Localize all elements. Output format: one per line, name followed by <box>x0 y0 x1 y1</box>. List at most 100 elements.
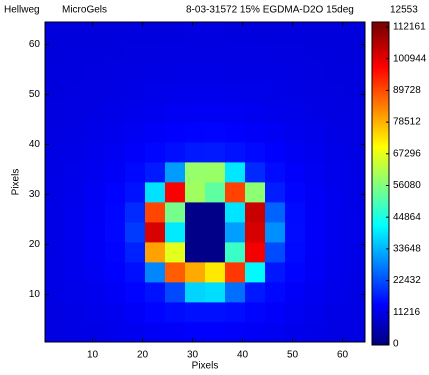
heatmap-cell <box>105 262 126 283</box>
colorbar-strip <box>372 113 389 115</box>
heatmap-cell <box>325 22 346 43</box>
colorbar-strip <box>372 148 389 150</box>
colorbar-strip <box>372 305 389 307</box>
colorbar-strip <box>372 307 389 309</box>
colorbar-strip <box>372 41 389 43</box>
colorbar-strip <box>372 287 389 289</box>
colorbar-strip <box>372 216 389 218</box>
colorbar-strip <box>372 212 389 214</box>
heatmap-cell <box>125 142 146 163</box>
colorbar-strip <box>372 136 389 138</box>
heatmap-cell <box>105 82 126 103</box>
colorbar-strip <box>372 317 389 319</box>
heatmap-cell <box>265 262 286 283</box>
colorbar-strip <box>372 231 389 233</box>
heatmap-cell <box>85 262 106 283</box>
heatmap-cell <box>245 22 266 43</box>
colorbar-strip <box>372 328 389 330</box>
heatmap-cell <box>245 262 266 283</box>
heatmap-cell <box>225 302 246 323</box>
heatmap-cell <box>65 102 86 123</box>
heatmap-cell <box>45 162 66 183</box>
header-run: 8-03-31572 15% EGDMA-D2O 15deg <box>186 5 354 16</box>
colorbar-strip <box>372 42 389 44</box>
heatmap-cell <box>285 322 306 343</box>
heatmap-cell <box>285 202 306 223</box>
colorbar-strip <box>372 39 389 41</box>
colorbar-strip <box>372 81 389 83</box>
heatmap-cell <box>285 122 306 143</box>
heatmap-cell <box>65 62 86 83</box>
colorbar-strip <box>372 124 389 126</box>
colorbar-strip <box>372 334 389 336</box>
colorbar-strip <box>372 53 389 55</box>
heatmap-cell <box>345 302 366 323</box>
colorbar-strip <box>372 259 389 261</box>
header-sample: MicroGels <box>62 5 107 16</box>
heatmap-cell <box>305 322 326 343</box>
heatmap-cell <box>145 222 166 243</box>
colorbar-strip <box>372 254 389 256</box>
colorbar-strip <box>372 200 389 202</box>
colorbar-strip <box>372 246 389 248</box>
colorbar-strip <box>372 192 389 194</box>
heatmap-cell <box>65 222 86 243</box>
colorbar-strip <box>372 198 389 200</box>
colorbar-strip <box>372 159 389 161</box>
heatmap-cell <box>185 242 206 263</box>
colorbar-strip <box>372 275 389 277</box>
colorbar-strip <box>372 103 389 105</box>
colorbar-strip <box>372 128 389 130</box>
heatmap-cell <box>105 62 126 83</box>
colorbar-strip <box>372 44 389 46</box>
colorbar-strip <box>372 173 389 175</box>
colorbar-strip <box>372 36 389 38</box>
heatmap-cell <box>265 62 286 83</box>
colorbar-strip <box>372 63 389 65</box>
heatmap-cell <box>145 282 166 303</box>
colorbar-strip <box>372 241 389 243</box>
heatmap-cell <box>245 302 266 323</box>
colorbar-strip <box>372 135 389 137</box>
colorbar-strip <box>372 127 389 129</box>
heatmap-cell <box>345 242 366 263</box>
heatmap-cell <box>45 302 66 323</box>
colorbar-strip <box>372 265 389 267</box>
colorbar-strip <box>372 331 389 333</box>
colorbar-strip <box>372 342 389 344</box>
colorbar-strip <box>372 270 389 272</box>
colorbar-frame <box>371 21 390 346</box>
heatmap-cell <box>345 222 366 243</box>
heatmap-cell <box>145 142 166 163</box>
heatmap-cell <box>205 42 226 63</box>
colorbar-strip <box>372 239 389 241</box>
colorbar-strip <box>372 98 389 100</box>
colorbar-strip <box>372 49 389 51</box>
colorbar-strip <box>372 121 389 123</box>
colorbar-strip <box>372 313 389 315</box>
heatmap-cell <box>165 142 186 163</box>
colorbar-strip <box>372 279 389 281</box>
colorbar-strip <box>372 223 389 225</box>
colorbar-strip <box>372 154 389 156</box>
colorbar-strip <box>372 187 389 189</box>
x-tick-label: 60 <box>337 350 349 361</box>
heatmap-cell <box>305 22 326 43</box>
colorbar-strip <box>372 322 389 324</box>
colorbar-strip <box>372 339 389 341</box>
colorbar-strip <box>372 297 389 299</box>
colorbar-strip <box>372 261 389 263</box>
heatmap-cell <box>85 22 106 43</box>
colorbar-strip <box>372 129 389 131</box>
colorbar-strip <box>372 97 389 99</box>
heatmap-cell <box>205 222 226 243</box>
heatmap-cell <box>65 262 86 283</box>
heatmap-cell <box>265 122 286 143</box>
heatmap-cell <box>305 242 326 263</box>
heatmap-cell <box>105 322 126 343</box>
heatmap-cell <box>105 162 126 183</box>
heatmap-cell <box>325 62 346 83</box>
colorbar-strip <box>372 80 389 82</box>
heatmap-cell <box>85 102 106 123</box>
colorbar-strip <box>372 87 389 89</box>
